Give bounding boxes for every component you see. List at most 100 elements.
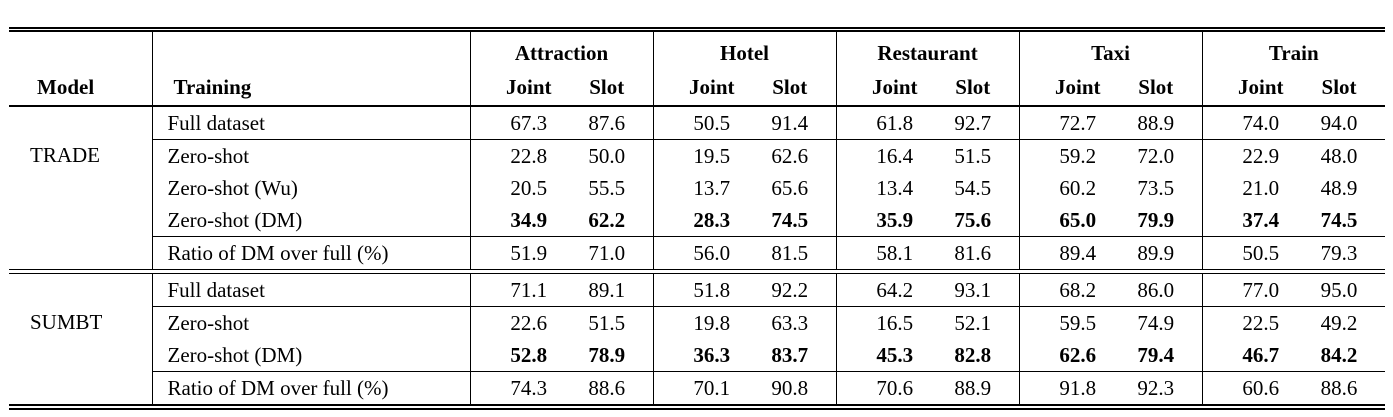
model-label: TRADE [30,143,100,168]
table-row: Full dataset 71.1 89.1 51.8 92.2 64.2 93.1 68.2… [9,273,1386,307]
domain-header-attraction: Attraction [469,32,653,66]
value-cell: 93.1 [927,273,1020,307]
value-cell: 13.7 [652,172,744,204]
slot-column-header-taxi: Slot [1110,66,1203,107]
value-cell: 71.0 [561,236,653,270]
training-label: Ratio of DM over full (%) [151,371,470,404]
value-cell: 56.0 [652,236,744,270]
joint-column-header-hotel: Joint [652,66,744,107]
joint-column-header-restaurant: Joint [835,66,928,107]
slot-column-header-hotel: Slot [744,66,837,107]
value-cell: 28.3 [652,204,744,237]
value-cell: 89.9 [1110,236,1203,270]
value-cell: 72.0 [1137,143,1175,168]
slot-column-header-attraction: Slot [561,66,653,107]
training-label: Full dataset [151,273,470,307]
value-cell: 74.3 [469,371,561,404]
value-cell: 78.9 [588,342,626,367]
value-cell: 22.5 [1201,306,1294,339]
value-cell: 62.2 [588,207,626,232]
training-label: Zero-shot [151,306,470,339]
value-cell: 34.9 [469,204,561,237]
value-cell: 52.1 [954,310,992,335]
block-separator-line [9,269,1386,274]
value-cell: 65.0 [1018,204,1111,237]
value-cell: 68.2 [1018,273,1111,307]
value-cell: 22.6 [469,306,561,339]
value-cell: 92.7 [927,106,1020,140]
value-cell: 51.5 [588,310,626,335]
model-label-cell [9,237,152,270]
value-cell: 35.9 [835,204,928,237]
training-label: Full dataset [151,106,470,140]
value-cell: 58.1 [835,236,928,270]
value-cell: 62.6 [771,143,809,168]
value-cell: 90.8 [744,371,837,404]
slot-column-header-train: Slot [1293,66,1386,107]
table-row: Zero-shot (DM) 34.9 62.2 28.3 74.5 35.9 75.6 65… [9,204,1385,237]
value-cell: 59.5 [1018,306,1111,339]
table-top-rule [9,27,1385,32]
value-cell: 75.6 [954,207,992,232]
training-header-spacer [151,32,470,66]
value-cell: 54.5 [954,175,992,200]
table-body: Full dataset 67.3 87.6 50.5 91.4 61.8 92.7 72.7… [9,106,1386,404]
results-table: Attraction Hotel Restaurant Taxi Train Model T… [9,32,1386,404]
value-cell: 62.6 [1018,339,1111,372]
value-cell: 92.2 [744,273,837,307]
value-cell: 74.0 [1201,106,1294,140]
value-cell: 16.5 [835,306,928,339]
value-cell: 91.8 [1018,371,1111,404]
value-cell: 86.0 [1110,273,1203,307]
value-cell: 74.9 [1137,310,1175,335]
table-row: Ratio of DM over full (%) 51.9 71.0 56.0 81.… [9,236,1386,270]
value-cell: 60.6 [1201,371,1294,404]
value-cell: 51.9 [469,236,561,270]
value-cell: 88.9 [927,371,1020,404]
value-cell: 36.3 [652,339,744,372]
value-cell: 92.3 [1110,371,1203,404]
value-cell: 20.5 [469,172,561,204]
domain-header-train: Train [1201,32,1386,66]
value-cell: 45.3 [835,339,928,372]
value-cell: 49.2 [1320,310,1358,335]
value-cell: 22.9 [1201,139,1294,172]
value-cell: 95.0 [1293,273,1386,307]
value-cell: 74.5 [1320,207,1358,232]
value-cell: 84.2 [1320,342,1358,367]
value-cell: 73.5 [1137,175,1175,200]
value-cell: 79.9 [1137,207,1175,232]
domain-header-restaurant: Restaurant [835,32,1020,66]
value-cell: 77.0 [1201,273,1294,307]
model-label-cell [9,204,152,237]
domain-header-hotel: Hotel [652,32,837,66]
joint-column-header-taxi: Joint [1018,66,1111,107]
value-cell: 88.6 [1293,371,1386,404]
value-cell: 50.5 [1201,236,1294,270]
training-label: Zero-shot (DM) [151,204,470,237]
training-label: Ratio of DM over full (%) [151,236,470,270]
model-header-spacer [9,32,152,66]
value-cell: 21.0 [1201,172,1294,204]
joint-column-header-train: Joint [1201,66,1294,107]
value-cell: 81.6 [927,236,1020,270]
value-cell: 19.8 [652,306,744,339]
model-column-header: Model [9,66,152,107]
value-cell: 63.3 [771,310,809,335]
table-row: Zero-shot (DM) 52.8 78.9 36.3 83.7 45.3 82.8 62… [9,339,1385,372]
value-cell: 61.8 [835,106,928,140]
header-row-domains: Attraction Hotel Restaurant Taxi Train [9,32,1386,66]
value-cell: 48.0 [1320,143,1358,168]
model-label-cell [9,274,152,307]
value-cell: 72.7 [1018,106,1111,140]
table-header: Attraction Hotel Restaurant Taxi Train Model T… [9,32,1386,107]
table-bottom-rule [9,404,1385,410]
value-cell: 71.1 [469,273,561,307]
domain-header-taxi: Taxi [1018,32,1203,66]
value-cell: 67.3 [469,106,561,140]
value-cell: 88.9 [1110,106,1203,140]
training-label: Zero-shot (Wu) [151,172,470,204]
value-cell: 13.4 [835,172,928,204]
value-cell: 91.4 [744,106,837,140]
